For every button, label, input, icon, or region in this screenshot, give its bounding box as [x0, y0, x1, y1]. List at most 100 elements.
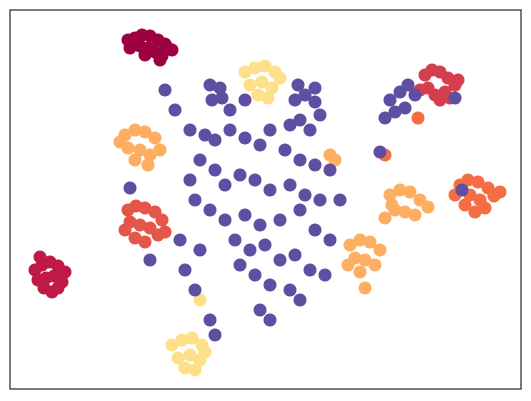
- point: [283, 178, 297, 192]
- point: [408, 88, 422, 102]
- point: [293, 113, 307, 127]
- point: [298, 88, 312, 102]
- point: [143, 148, 157, 162]
- point: [248, 173, 262, 187]
- point: [183, 173, 197, 187]
- point: [458, 198, 472, 212]
- point: [261, 91, 275, 105]
- point: [208, 163, 222, 177]
- point: [318, 268, 332, 282]
- point: [253, 218, 267, 232]
- point: [188, 283, 202, 297]
- point: [168, 103, 182, 117]
- point: [288, 248, 302, 262]
- point: [341, 258, 355, 272]
- point: [123, 181, 137, 195]
- point: [253, 138, 267, 152]
- point: [175, 333, 189, 347]
- point: [158, 225, 172, 239]
- point: [238, 65, 252, 79]
- point: [263, 278, 277, 292]
- point: [378, 111, 392, 125]
- point: [243, 78, 257, 92]
- point: [218, 213, 232, 227]
- point: [308, 223, 322, 237]
- point: [113, 135, 127, 149]
- point: [118, 223, 132, 237]
- point: [173, 233, 187, 247]
- point: [263, 183, 277, 197]
- point: [293, 153, 307, 167]
- point: [383, 188, 397, 202]
- point: [205, 93, 219, 107]
- point: [293, 203, 307, 217]
- point: [153, 143, 167, 157]
- point: [461, 173, 475, 187]
- point: [208, 133, 222, 147]
- point: [363, 235, 377, 249]
- point: [248, 268, 262, 282]
- point: [323, 163, 337, 177]
- point: [165, 338, 179, 352]
- point: [263, 123, 277, 137]
- point: [273, 253, 287, 267]
- point: [58, 265, 72, 279]
- point: [193, 153, 207, 167]
- point: [208, 328, 222, 342]
- point: [303, 123, 317, 137]
- point: [451, 73, 465, 87]
- point: [455, 183, 469, 197]
- point: [298, 188, 312, 202]
- point: [213, 81, 227, 95]
- point: [471, 175, 485, 189]
- point: [223, 103, 237, 117]
- point: [323, 148, 337, 162]
- point: [193, 293, 207, 307]
- point: [343, 238, 357, 252]
- point: [358, 281, 372, 295]
- point: [308, 95, 322, 109]
- point: [248, 61, 262, 75]
- point: [263, 313, 277, 327]
- point: [303, 263, 317, 277]
- point: [158, 83, 172, 97]
- point: [273, 213, 287, 227]
- point: [128, 153, 142, 167]
- point: [133, 143, 147, 157]
- point: [153, 53, 167, 67]
- point: [33, 250, 47, 264]
- point: [291, 78, 305, 92]
- point: [258, 59, 272, 73]
- point: [358, 253, 372, 267]
- point: [51, 281, 65, 295]
- point: [478, 201, 492, 215]
- point: [148, 131, 162, 145]
- point: [378, 211, 392, 225]
- point: [128, 123, 142, 137]
- point: [128, 231, 142, 245]
- point: [203, 203, 217, 217]
- point: [133, 218, 147, 232]
- point: [238, 93, 252, 107]
- point: [368, 258, 382, 272]
- point: [421, 200, 435, 214]
- point: [178, 361, 192, 375]
- point: [448, 91, 462, 105]
- point: [253, 303, 267, 317]
- point: [215, 91, 229, 105]
- point: [433, 93, 447, 107]
- point: [313, 193, 327, 207]
- point: [131, 35, 145, 49]
- point: [403, 185, 417, 199]
- point: [183, 348, 197, 362]
- point: [143, 253, 157, 267]
- point: [193, 243, 207, 257]
- point: [388, 105, 402, 119]
- point: [185, 331, 199, 345]
- point: [493, 185, 507, 199]
- point: [198, 128, 212, 142]
- point: [353, 265, 367, 279]
- point: [233, 168, 247, 182]
- point: [178, 263, 192, 277]
